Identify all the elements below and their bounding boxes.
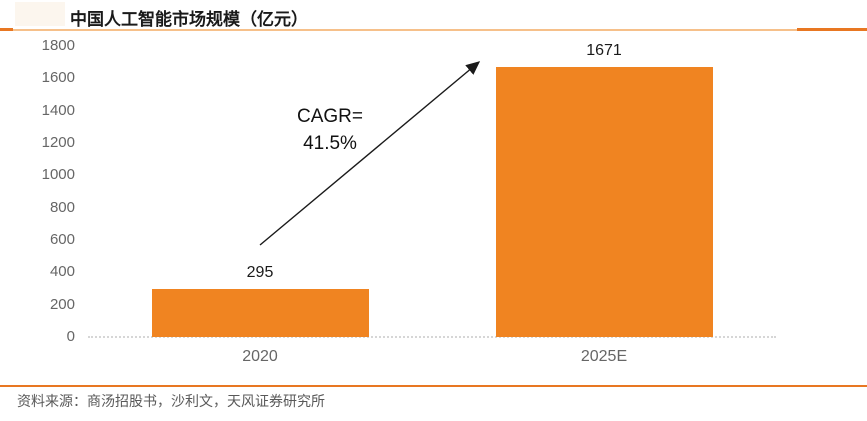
y-tick-label: 600 xyxy=(49,231,75,248)
y-tick-label: 800 xyxy=(49,198,75,216)
y-axis: 0 200 400 600 800 1000 1200 1400 1600 1800 xyxy=(0,0,75,380)
y-tick-label: 1400 xyxy=(41,101,75,119)
x-axis-line xyxy=(88,336,776,338)
y-tick-label: 1000 xyxy=(41,166,75,184)
category-label-2020: 2020 xyxy=(242,348,278,365)
bar-2020 xyxy=(152,289,369,337)
y-tick-label: 1200 xyxy=(41,134,75,151)
category-label-2025E: 2025E xyxy=(580,348,628,365)
bar-2025E xyxy=(496,67,713,337)
y-tick-label: 1800 xyxy=(41,37,75,54)
value-label-2025E: 1671 xyxy=(586,42,622,59)
cagr-annotation: CAGR= 41.5% xyxy=(270,103,390,157)
title-highlight xyxy=(15,2,65,26)
bottom-divider xyxy=(0,385,867,387)
chart-title: 中国人工智能市场规模（亿元） xyxy=(70,10,308,29)
cagr-annotation-line2: 41.5% xyxy=(303,133,357,154)
y-tick-label: 0 xyxy=(66,328,75,345)
y-tick-label: 200 xyxy=(49,295,75,313)
bar-chart-plot-area: CAGR= 41.5% 295 2020 1671 2025E xyxy=(88,42,776,365)
y-tick-label: 1600 xyxy=(41,69,75,87)
value-label-2020: 295 xyxy=(246,264,274,281)
cagr-annotation-line1: CAGR= xyxy=(297,106,363,127)
divider-segment-dark-left xyxy=(0,28,13,31)
source-note: 资料来源：商汤招股书，沙利文，天风证券研究所 xyxy=(17,393,325,409)
y-tick-label: 400 xyxy=(49,263,75,281)
divider-segment-light xyxy=(13,29,797,31)
cagr-arrow xyxy=(259,61,481,246)
top-divider xyxy=(0,28,867,32)
divider-segment-dark-right xyxy=(797,28,867,31)
